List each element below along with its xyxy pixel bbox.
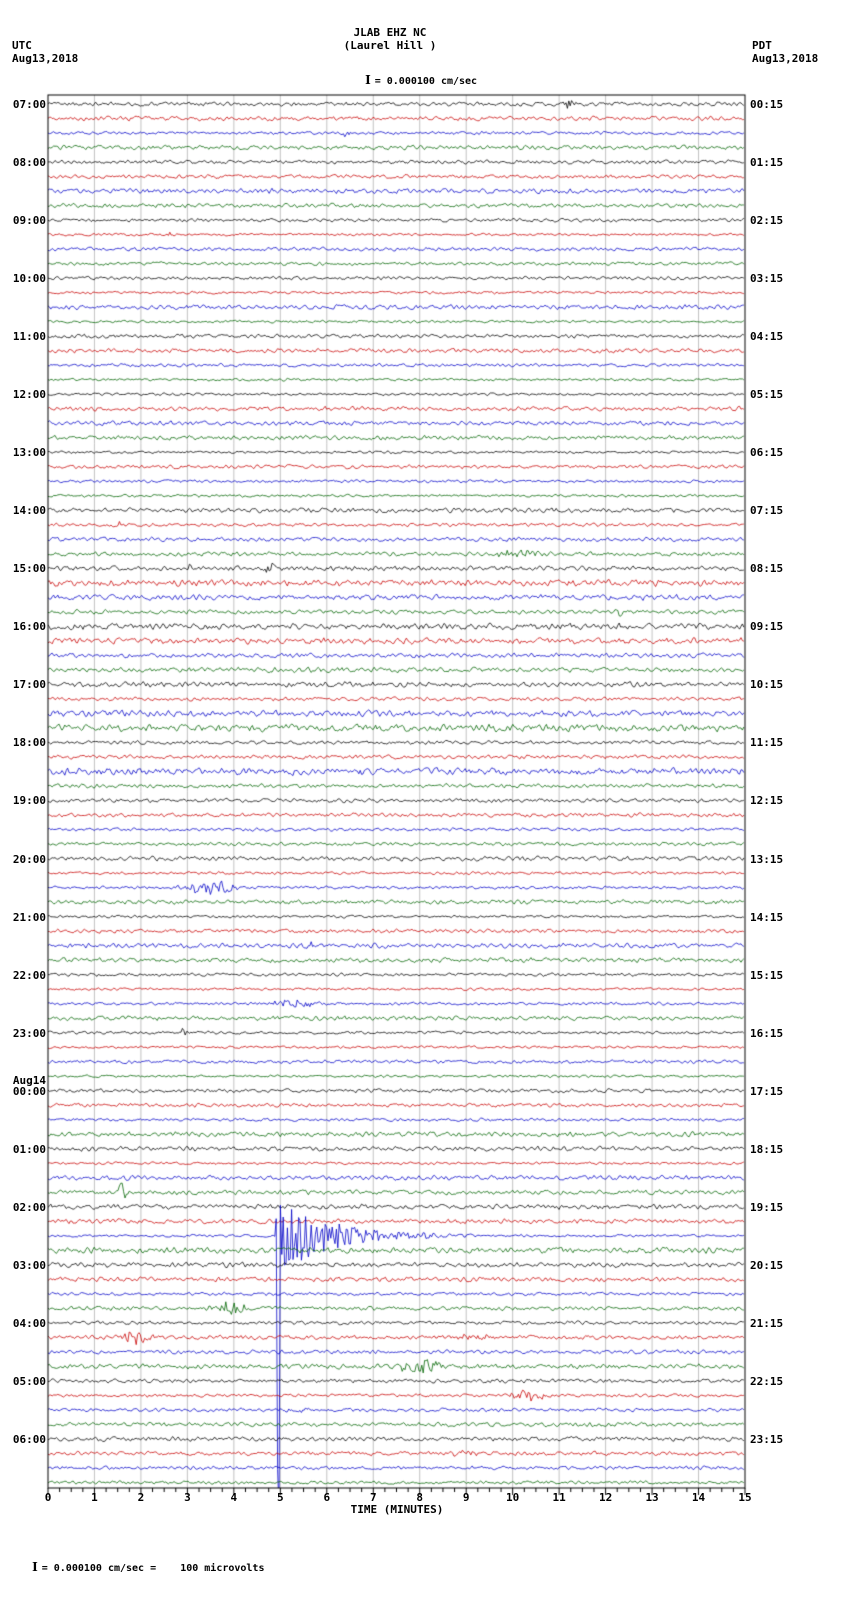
utc-hour-label: 12:00 <box>12 388 46 402</box>
local-hour-label: 22:15 <box>750 1374 784 1388</box>
x-tick-label: 11 <box>552 1491 566 1504</box>
local-hour-label: 17:15 <box>750 1084 784 1098</box>
x-tick-label: 5 <box>277 1491 284 1504</box>
utc-timezone-label: UTC <box>12 39 32 52</box>
local-hour-label: 15:15 <box>750 968 784 982</box>
local-hour-label: 18:15 <box>750 1142 784 1156</box>
pdt-timezone-label: PDT <box>752 39 772 52</box>
pdt-date-label: Aug13,2018 <box>752 52 819 65</box>
utc-hour-label: 19:00 <box>12 794 46 808</box>
utc-hour-label: 00:00 <box>12 1084 46 1098</box>
utc-hour-label: 21:00 <box>12 910 46 924</box>
station-title: JLAB EHZ NC <box>353 26 427 39</box>
utc-hour-label: 22:00 <box>12 968 46 982</box>
scale-bar-icon: I <box>365 73 371 87</box>
x-tick-label: 6 <box>323 1491 331 1504</box>
local-hour-label: 06:15 <box>750 446 784 460</box>
utc-hour-label: 23:00 <box>12 1026 46 1040</box>
x-tick-label: 14 <box>691 1491 706 1504</box>
utc-hour-label: 13:00 <box>12 446 46 460</box>
x-tick-label: 12 <box>598 1491 613 1504</box>
utc-hour-label: 18:00 <box>12 736 46 750</box>
local-hour-label: 08:15 <box>750 562 784 576</box>
x-tick-label: 7 <box>369 1491 377 1504</box>
utc-hour-label: 09:00 <box>12 214 46 228</box>
local-hour-label: 04:15 <box>750 330 784 344</box>
local-hour-label: 20:15 <box>750 1258 784 1272</box>
utc-hour-label: 03:00 <box>12 1258 46 1272</box>
x-tick-label: 10 <box>506 1491 520 1504</box>
utc-hour-label: 11:00 <box>12 330 46 344</box>
local-hour-label: 23:15 <box>750 1432 784 1446</box>
footer-scale-text: = 0.000100 cm/sec = 100 microvolts <box>41 1563 265 1574</box>
footer-scale-note: I = 0.000100 cm/sec = 100 microvolts <box>8 1549 264 1585</box>
local-hour-label: 16:15 <box>750 1026 784 1040</box>
local-hour-label: 00:15 <box>750 97 784 111</box>
utc-hour-label: 14:00 <box>12 504 46 518</box>
local-hour-label: 14:15 <box>750 910 784 924</box>
local-hour-label: 05:15 <box>750 388 784 402</box>
utc-date-label: Aug13,2018 <box>12 52 79 65</box>
utc-hour-label: 06:00 <box>12 1432 46 1446</box>
utc-hour-label: 10:00 <box>12 272 46 286</box>
local-hour-label: 12:15 <box>750 794 784 808</box>
local-hour-label: 01:15 <box>750 156 784 170</box>
utc-hour-label: 16:00 <box>12 620 46 634</box>
x-tick-label: 13 <box>645 1491 659 1504</box>
footer-scale-bar-icon: I <box>32 1560 38 1574</box>
local-hour-label: 11:15 <box>750 736 784 750</box>
x-tick-label: 1 <box>91 1491 98 1504</box>
amplitude-scale-note: I = 0.000100 cm/sec <box>341 62 477 98</box>
utc-hour-label: 07:00 <box>12 97 46 111</box>
local-hour-label: 09:15 <box>750 620 784 634</box>
local-hour-label: 13:15 <box>750 852 784 866</box>
local-hour-label: 21:15 <box>750 1316 784 1330</box>
utc-hour-label: 01:00 <box>12 1142 46 1156</box>
utc-hour-label: 15:00 <box>12 562 46 576</box>
x-tick-label: 4 <box>230 1491 238 1504</box>
scale-text: = 0.000100 cm/sec <box>374 76 478 87</box>
local-hour-label: 07:15 <box>750 504 784 518</box>
utc-date-rollover-label: Aug14 <box>12 1073 46 1087</box>
local-hour-label: 10:15 <box>750 678 784 692</box>
utc-hour-label: 20:00 <box>12 852 46 866</box>
x-tick-label: 15 <box>738 1491 752 1504</box>
x-tick-label: 0 <box>44 1491 52 1504</box>
utc-hour-label: 02:00 <box>12 1200 46 1214</box>
station-location: (Laurel Hill ) <box>343 39 437 52</box>
local-hour-label: 02:15 <box>750 214 784 228</box>
x-tick-label: 3 <box>184 1491 191 1504</box>
utc-hour-label: 17:00 <box>12 678 46 692</box>
utc-hour-label: 08:00 <box>12 156 46 170</box>
x-tick-label: 8 <box>416 1491 424 1504</box>
x-tick-label: 9 <box>462 1491 470 1504</box>
local-hour-label: 19:15 <box>750 1200 784 1214</box>
utc-hour-label: 05:00 <box>12 1374 46 1388</box>
x-axis-title: TIME (MINUTES) <box>350 1503 444 1516</box>
x-tick-label: 2 <box>137 1491 145 1504</box>
utc-hour-label: 04:00 <box>12 1316 46 1330</box>
local-hour-label: 03:15 <box>750 272 784 286</box>
